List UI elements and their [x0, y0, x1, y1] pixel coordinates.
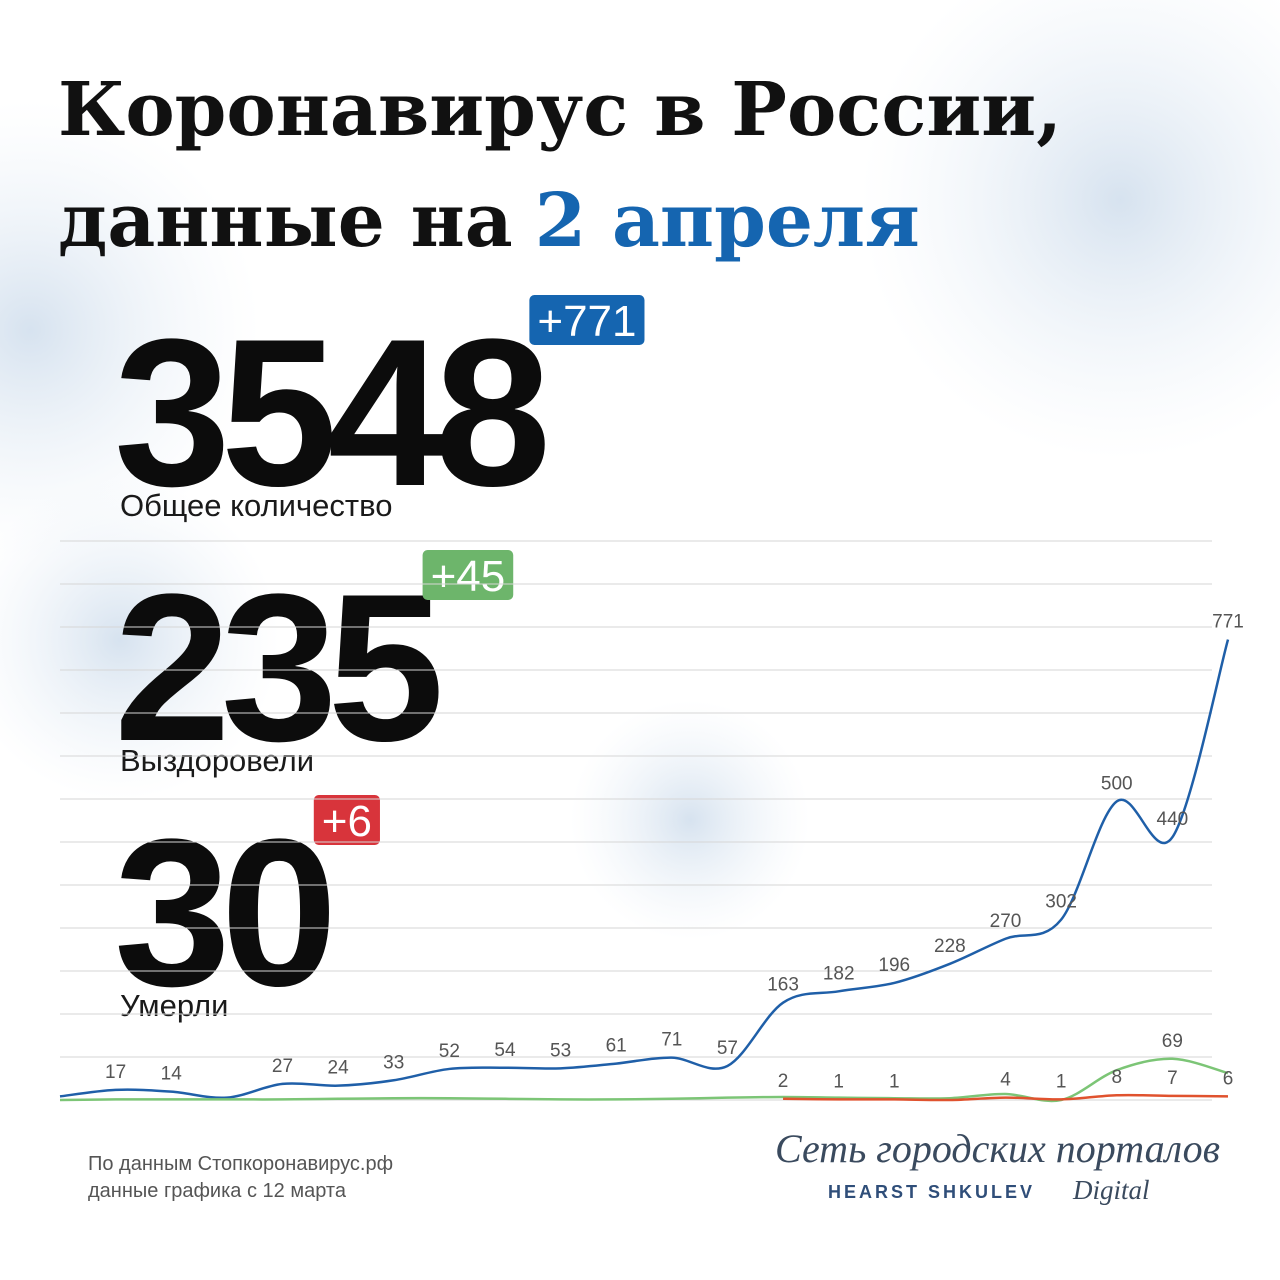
value-label: 440	[1157, 809, 1189, 830]
stat-label: Общее количество	[120, 488, 392, 523]
value-label: 1	[889, 1071, 900, 1092]
note: данные графика с 12 марта	[88, 1180, 347, 1202]
stat-label: Умерли	[120, 988, 228, 1023]
value-label: 17	[105, 1062, 126, 1083]
series-line	[783, 1093, 1229, 1102]
stat-value: 3548	[114, 295, 545, 530]
value-label: 163	[767, 975, 799, 996]
stat-change-badge: +771	[529, 295, 645, 346]
value-label: 57	[717, 1038, 738, 1059]
value-label: 270	[990, 911, 1022, 932]
title-line-2: данные на 2 апреля	[58, 178, 920, 264]
value-label: 196	[878, 955, 910, 976]
stat-change: +771	[537, 297, 636, 346]
background	[0, 0, 1280, 940]
value-label: 33	[383, 1052, 404, 1073]
stat-change-badge: +45	[422, 550, 514, 601]
series-line	[59, 639, 1230, 1100]
logo-suffix: Digital	[1072, 1175, 1150, 1205]
stat-change: +6	[322, 797, 372, 846]
value-label: 500	[1101, 773, 1133, 794]
stat-change-badge: +6	[313, 795, 380, 846]
stats: 3548+771 Общее количество 235+45 Выздоровел…	[114, 295, 645, 1030]
value-label: 182	[823, 963, 855, 984]
value-label: 7	[1167, 1068, 1178, 1089]
stat-change: +45	[431, 552, 506, 601]
value-label: 1	[833, 1071, 844, 1092]
badge-box	[529, 295, 645, 345]
badge-box	[313, 795, 380, 845]
value-label: 61	[606, 1036, 627, 1057]
value-label: 6	[1223, 1068, 1234, 1089]
value-label: 2	[778, 1071, 789, 1092]
value-label: 53	[550, 1040, 571, 1061]
value-label: 302	[1045, 892, 1077, 913]
value-label: 8	[1111, 1067, 1122, 1088]
value-label: 69	[1162, 1031, 1183, 1052]
value-label: 1	[1056, 1071, 1067, 1092]
value-label: 52	[439, 1041, 460, 1062]
title-line-1: Коронавирус в России,	[58, 67, 1062, 153]
logo-brand: HEARST SHKULEV	[828, 1182, 1035, 1202]
title-date: 2 апреля	[535, 178, 920, 264]
badge-box	[422, 550, 514, 600]
value-label: 228	[934, 936, 966, 957]
stat-value: 235	[114, 550, 439, 785]
value-label: 27	[272, 1056, 293, 1077]
stat-value: 30	[114, 795, 330, 1030]
value-label: 54	[494, 1040, 516, 1061]
value-label: 4	[1000, 1070, 1011, 1091]
value-label: 771	[1212, 612, 1244, 633]
source: По данным Стопкоронавирус.рф	[88, 1153, 393, 1175]
value-label: 24	[328, 1058, 350, 1079]
title-text: данные на	[58, 178, 513, 264]
value-label: 71	[661, 1030, 682, 1051]
value-label: 14	[161, 1064, 183, 1085]
logo-name: Сеть городских порталов	[775, 1126, 1220, 1171]
stat-label: Выздоровели	[120, 743, 314, 778]
series-line	[59, 1057, 1229, 1103]
